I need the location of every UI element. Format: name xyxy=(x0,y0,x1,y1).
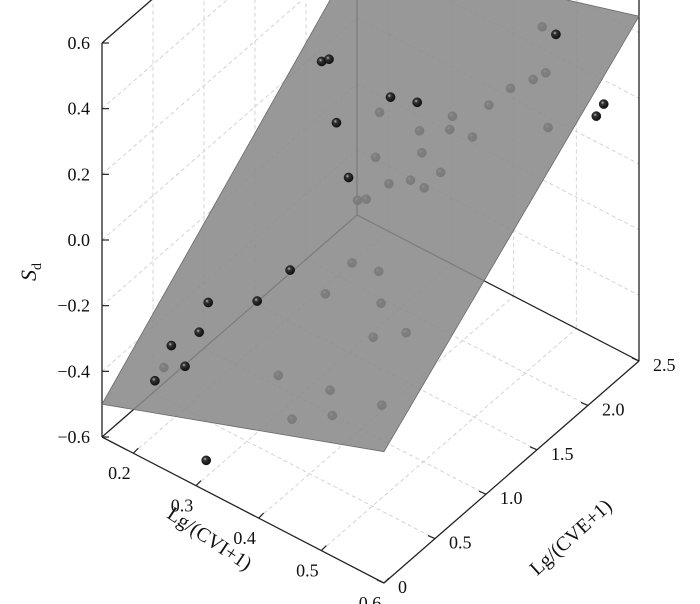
z-tick-label: −0.4 xyxy=(57,361,90,381)
x-tick-label: 0.3 xyxy=(171,496,194,516)
y-tick-label: 0 xyxy=(398,577,407,597)
data-point xyxy=(324,54,334,65)
data-point xyxy=(591,111,602,121)
grid-line xyxy=(101,0,303,175)
y-tick-label: 2.5 xyxy=(653,355,676,375)
axis-edge xyxy=(101,0,153,44)
z-tick-label: 0.6 xyxy=(68,33,91,53)
data-point xyxy=(285,265,295,275)
x-tick xyxy=(320,545,327,551)
y-tick xyxy=(478,490,487,495)
x-tick-label: 0.5 xyxy=(296,561,319,581)
points-front-of-plane xyxy=(150,29,561,386)
y-tick-label: 0.5 xyxy=(449,533,472,553)
x-tick xyxy=(195,480,202,487)
grid-line xyxy=(321,328,577,551)
x-tick-label: 0.4 xyxy=(233,528,256,548)
data-point xyxy=(598,99,609,109)
y-tick xyxy=(529,446,538,451)
z-tick-label: 0.4 xyxy=(68,99,91,119)
y-tick xyxy=(376,579,385,584)
y-tick xyxy=(427,535,436,540)
data-point xyxy=(343,172,354,183)
data-point xyxy=(385,92,396,102)
z-tick-label: 0.0 xyxy=(68,230,91,250)
z-tick-label: 0.2 xyxy=(68,164,91,184)
axis-edge xyxy=(383,360,640,584)
y-tick-label: 1.0 xyxy=(500,488,523,508)
y-axis-label: Lg/(CVE+1) xyxy=(526,495,617,580)
fitted-plane xyxy=(101,0,640,453)
tick-labels: 0.6 0.4 0.2 0.0 −0.2 −0.4 −0.6 0.2 0.3 0.4 0.5 0.6 0… xyxy=(57,33,675,604)
data-point xyxy=(203,297,214,308)
x-tick-label: 0.6 xyxy=(359,593,382,604)
axis-edge xyxy=(101,436,385,584)
data-point xyxy=(252,296,263,306)
y-tick-label: 2.0 xyxy=(602,399,625,419)
x-tick xyxy=(132,447,139,454)
z-tick-label: −0.6 xyxy=(57,427,90,447)
y-tick-label: 1.5 xyxy=(551,444,574,464)
z-tick-label: −0.2 xyxy=(57,296,90,316)
data-point xyxy=(551,29,561,40)
y-tick xyxy=(580,401,589,406)
x-tick xyxy=(258,512,265,519)
x-tick xyxy=(383,577,390,584)
data-point xyxy=(150,375,160,386)
x-tick-label: 0.2 xyxy=(108,463,131,483)
data-point xyxy=(331,117,342,128)
data-point xyxy=(194,327,204,337)
y-tick xyxy=(631,357,640,362)
data-point xyxy=(201,455,211,466)
z-axis-label: Sd xyxy=(16,263,45,281)
data-point xyxy=(180,361,190,372)
data-point xyxy=(412,97,423,108)
grid-line xyxy=(101,0,228,110)
data-point xyxy=(166,340,177,351)
